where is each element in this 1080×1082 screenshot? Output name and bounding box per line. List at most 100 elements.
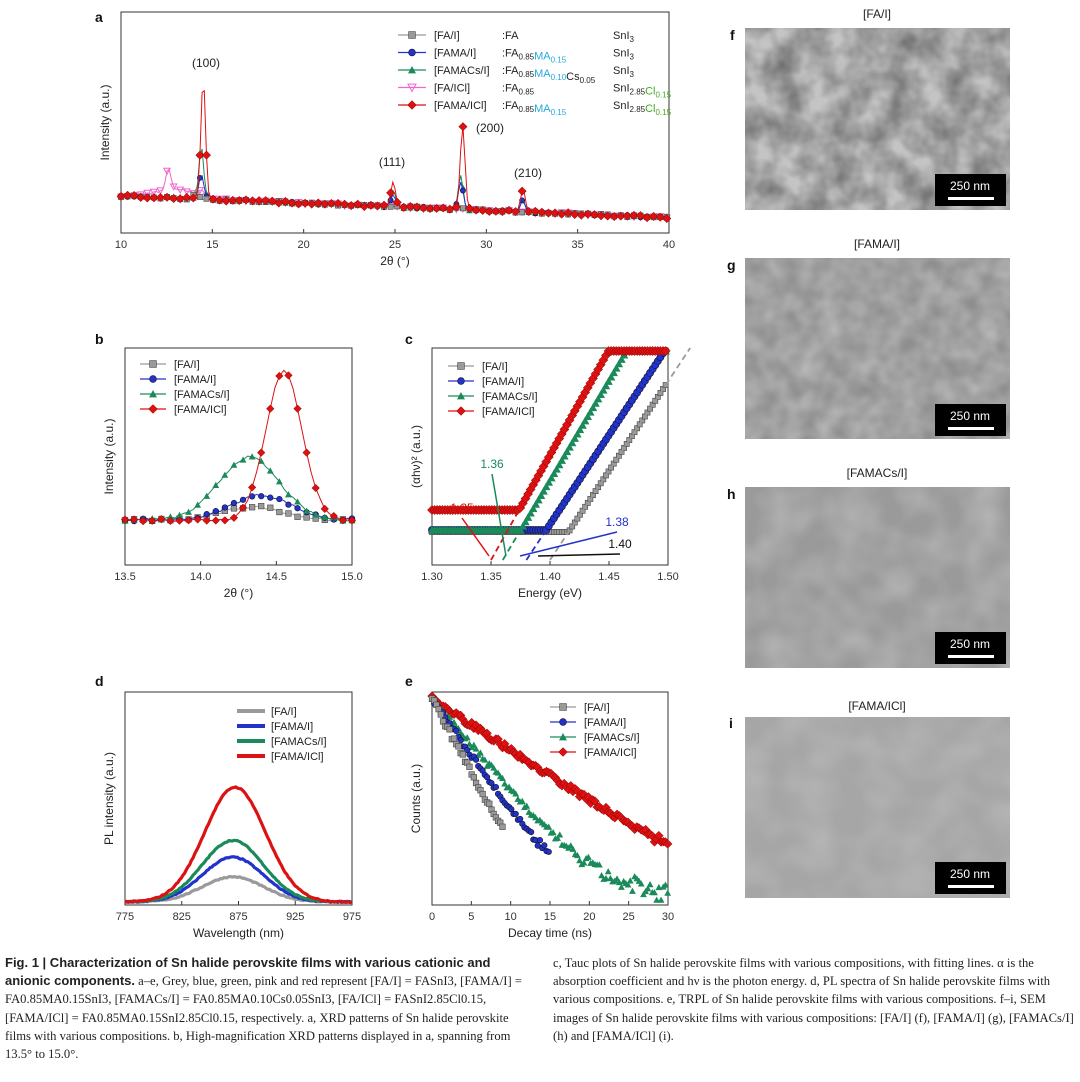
xrd-point-FAMA_ICl <box>169 193 179 204</box>
xrd-legend-formula: :FA0.85MA0.15 <box>502 48 567 65</box>
xrd-point-FAMA_ICl <box>228 195 238 205</box>
xrd-point-FAMA_ICl <box>563 208 573 218</box>
xrd-point-FAMA_ICl <box>215 195 225 205</box>
xrdzoom-point-FA_I <box>249 504 256 511</box>
xrd-point-FAMA_ICl <box>405 201 415 212</box>
xrd-point-FAMA_ICl <box>326 198 336 209</box>
xrd-legend-formula: :FA <box>502 30 519 42</box>
xrd-point-FAMA_ICl <box>609 212 619 222</box>
tauc-point-FAMACs_I <box>583 412 592 420</box>
trpl-point-FA_I <box>437 711 444 718</box>
trpl-point-FAMA_I <box>472 756 480 763</box>
tauc-point-FAMACs_I <box>593 394 603 403</box>
xrdzoom-point-FAMA_ICl <box>247 483 257 492</box>
trpl-point-FAMA_ICl <box>662 839 673 849</box>
trpl-point-FA_I <box>479 790 486 798</box>
tauc-arrow <box>537 553 621 557</box>
trpl-point-FAMACs_I <box>662 881 669 888</box>
panel-label-c: c <box>405 331 413 347</box>
xrdzoom-point-FAMA_ICl <box>238 503 248 512</box>
trpl-legend-marker <box>559 733 567 741</box>
scale-label-i: 250 nm <box>950 867 990 881</box>
xrd-chart: 10 15 20 25 30 35 40 2θ (°) Intensity (a.u.) (100… <box>98 11 675 268</box>
xrd-point-FAMA_ICl <box>478 205 488 215</box>
scale-bar-f <box>948 197 994 200</box>
trpl-legend-label: [FA/I] <box>584 702 610 714</box>
xrdzoom-point-FAMA_ICl <box>129 515 139 524</box>
xrd-x-tick-label: 10 <box>115 239 127 251</box>
xrd-peak-label: (100) <box>192 56 220 70</box>
xrdzoom-point-FAMA_ICl <box>220 516 230 525</box>
xrd-point-FAMA_ICl <box>379 200 389 210</box>
trpl-point-FA_I <box>455 743 462 750</box>
trpl-point-FAMA_I <box>453 727 460 735</box>
trpl-point-FA_I <box>499 823 506 830</box>
trpl-point-FAMACs_I <box>472 745 480 752</box>
xrd-point-FAMA_ICl <box>195 150 205 160</box>
xrd-x-tick-label: 30 <box>480 239 492 251</box>
trpl-point-FAMACs_I <box>580 859 588 866</box>
xrdzoom-point-FAMA_ICl <box>229 513 239 522</box>
tauc-x-axis-label: Energy (eV) <box>518 586 582 600</box>
xrd-x-axis-label: 2θ (°) <box>380 254 409 268</box>
xrdzoom-point-FA_I <box>267 504 274 511</box>
trpl-point-FA_I <box>435 706 442 713</box>
xrd-point-FAMA_ICl <box>464 203 475 213</box>
trpl-point-FAMACs_I <box>653 896 661 903</box>
tauc-x-tick-label: 1.40 <box>539 571 560 583</box>
xrd-point-FAMA_ICl <box>287 198 297 208</box>
tauc-arrow <box>461 517 490 557</box>
trpl-point-FAMACs_I <box>499 774 506 781</box>
xrd-point-FAMA_ICl <box>517 186 527 196</box>
xrd-point-FA_ICl <box>182 188 191 196</box>
xrdzoom-point-FAMACs_I <box>248 453 256 460</box>
trpl-point-FAMACs_I <box>518 797 526 804</box>
xrd-point-FAMA_ICl <box>162 192 172 202</box>
scale-box-h <box>935 632 1006 664</box>
xrd-point-FAMA_ICl <box>603 211 613 221</box>
panel-label-i: i <box>729 715 733 731</box>
xrd-point-FAMA_ICl <box>583 209 593 219</box>
tauc-point-FAMACs_I <box>567 438 577 447</box>
tauc-legend-marker <box>457 392 465 400</box>
tauc-point-FAMACs_I <box>599 385 608 394</box>
xrd-point-FAMA_ICl <box>504 205 514 215</box>
xrd-point-FAMA_ICl <box>550 208 560 218</box>
trpl-x-axis-label: Decay time (ns) <box>508 926 592 940</box>
xrdzoom-point-FA_I <box>276 508 283 516</box>
trpl-x-tick-label: 5 <box>468 911 474 923</box>
xrd-point-FAMA_ICl <box>491 206 501 216</box>
tauc-point-FAMACs_I <box>518 521 528 530</box>
xrd-point-FA_ICl <box>169 183 178 191</box>
xrdzoom-point-FAMA_ICl <box>120 515 130 524</box>
tauc-point-FAMACs_I <box>557 456 566 464</box>
trpl-point-FAMACs_I <box>470 741 478 748</box>
xrd-point-FA_I <box>460 205 466 212</box>
trpl-point-FA_I <box>466 763 473 770</box>
tauc-point-FAMACs_I <box>578 420 587 429</box>
xrdzoom-point-FAMA_I <box>276 495 283 503</box>
xrd-legend-marker <box>407 83 417 93</box>
xrd-x-tick-label: 25 <box>389 239 401 251</box>
panel-label-b: b <box>95 331 104 347</box>
tauc-arrow <box>491 473 507 557</box>
xrdzoom-point-FAMA_ICl <box>338 516 348 525</box>
xrdzoom-point-FAMA_ICl <box>329 511 338 521</box>
panel-label-g: g <box>727 257 736 273</box>
tauc-x-tick-label: 1.45 <box>598 571 619 583</box>
tauc-arrow <box>519 531 618 557</box>
tauc-point-FA_I <box>662 382 669 388</box>
xrdzoom-point-FAMACs_I <box>266 467 274 474</box>
xrd-legend-marker <box>407 100 417 110</box>
xrd-point-FAMA_ICl <box>629 210 639 220</box>
caption-left-text: a–e, Grey, blue, green, pink and red rep… <box>5 974 522 1062</box>
trpl-x-tick-label: 20 <box>583 911 595 923</box>
trpl-legend-marker <box>558 747 568 757</box>
trpl-point-FAMACs_I <box>624 881 632 888</box>
xrd-point-FAMA_ICl <box>471 205 481 215</box>
tauc-legend-marker <box>457 377 465 385</box>
xrd-point-FAMA_ICl <box>616 211 626 221</box>
tauc-fit-line-FA_I <box>549 347 691 561</box>
xrd-point-FA_I <box>519 209 526 216</box>
xrdzoom-legend-marker <box>149 390 157 398</box>
